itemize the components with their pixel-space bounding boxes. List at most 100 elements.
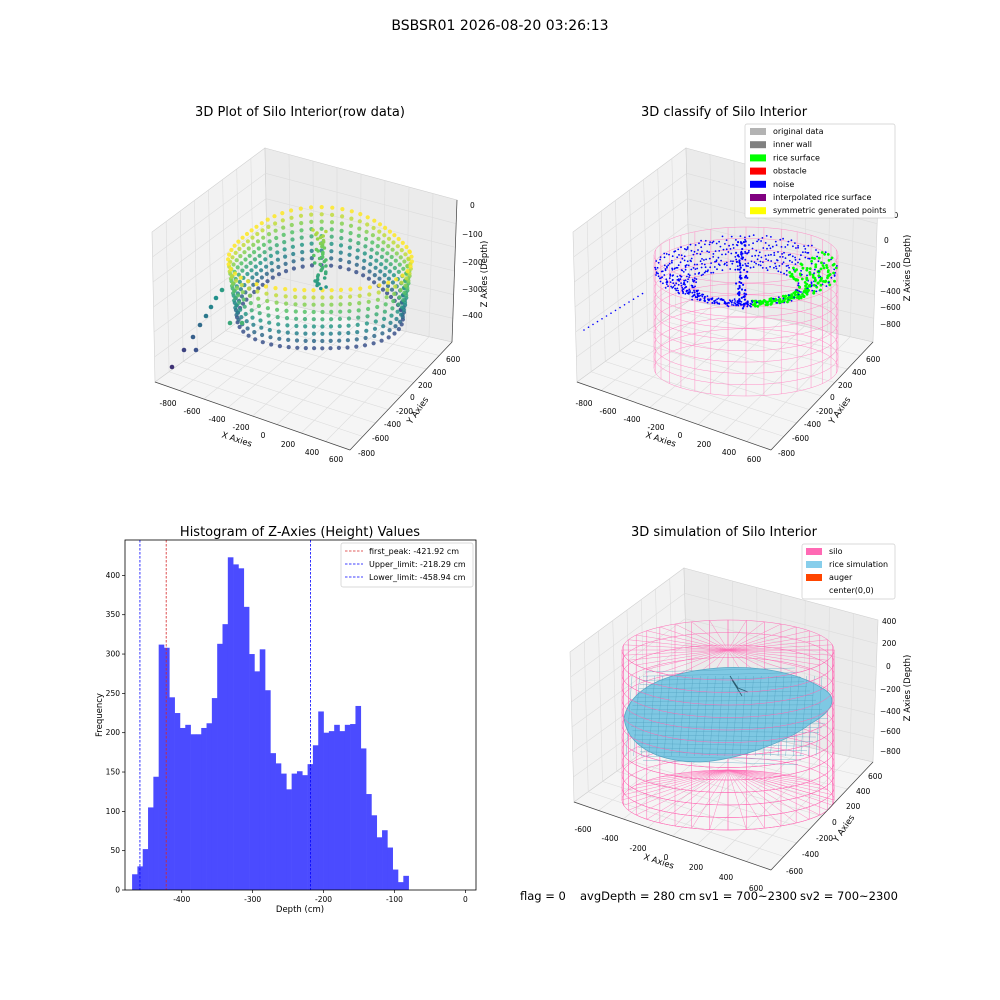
cloud-point (274, 235, 279, 241)
silo-roof-line (727, 649, 828, 661)
rice-surface-point (764, 303, 768, 307)
noise-point (670, 285, 672, 288)
silo-floor-line (727, 769, 765, 829)
noise-point (657, 261, 660, 264)
cloud-point (229, 274, 235, 279)
noise-point (730, 260, 732, 262)
cloud-point (283, 294, 288, 299)
panel2-x-label: X Axies (644, 430, 677, 449)
cloud-point (275, 315, 280, 320)
noise-point (775, 267, 778, 270)
cloud-point (338, 243, 344, 248)
noise-point (718, 240, 720, 243)
noise-point (686, 275, 688, 278)
cloud-point (258, 318, 263, 323)
cloud-point (274, 300, 279, 305)
cloud-point (319, 286, 323, 291)
cloud-point (281, 232, 286, 237)
noise-point (662, 282, 664, 285)
noise-point (713, 266, 716, 268)
panel3-title: Histogram of Z-Axies (Height) Values (180, 525, 420, 540)
noise-point (803, 245, 805, 248)
panel2-z-tick: −400 (880, 287, 901, 296)
noise-point (692, 286, 695, 289)
panel2-x-tick: -800 (575, 399, 592, 408)
rice-surface-point (797, 294, 800, 298)
cloud-point (329, 263, 334, 268)
cloud-point (397, 295, 402, 300)
cloud-point (322, 246, 327, 250)
rice-surface-point (797, 297, 801, 300)
cloud-point (347, 309, 352, 314)
noise-point (583, 329, 585, 331)
cloud-point (362, 251, 367, 256)
noise-point (791, 261, 793, 264)
noise-point (666, 283, 668, 285)
cloud-point (302, 288, 307, 293)
noise-point (614, 309, 617, 312)
cloud-point (232, 288, 237, 293)
cloud-point (293, 302, 298, 307)
histogram-bar (350, 724, 356, 890)
cloud-point (337, 338, 342, 343)
panel2-x-tick: 0 (678, 431, 683, 440)
noise-point (777, 296, 780, 299)
noise-point (687, 273, 690, 276)
noise-point (830, 276, 833, 279)
rice-surface-point (817, 281, 820, 285)
noise-point (808, 257, 811, 260)
cloud-point (257, 253, 262, 258)
noise-point (833, 268, 836, 271)
noise-point (737, 287, 740, 290)
panel1-z-tick: −400 (462, 311, 483, 320)
noise-point (711, 241, 714, 244)
noise-point (657, 275, 660, 278)
noise-point (677, 291, 680, 294)
cloud-point (337, 324, 342, 329)
noise-point (692, 294, 695, 297)
cloud-point (373, 265, 378, 270)
cloud-point (375, 297, 380, 302)
noise-point (695, 278, 698, 280)
noise-point (804, 248, 807, 250)
legend-label: center(0,0) (829, 586, 874, 595)
silo-floor-line (727, 769, 828, 811)
panel2-x-tick: -200 (647, 423, 664, 432)
cloud-point (356, 233, 361, 238)
noise-point (755, 262, 757, 265)
noise-point (693, 289, 695, 292)
noise-point (767, 254, 770, 256)
cloud-point (400, 305, 405, 310)
histogram-y-ticks: 0 50 100 150 200 250 300 350 400 (106, 571, 125, 895)
noise-point (711, 302, 714, 304)
noise-point (720, 298, 722, 300)
panel1-x-tick: -200 (232, 423, 249, 432)
cloud-point (242, 250, 247, 255)
cloud-point (409, 259, 414, 264)
noise-point (665, 278, 668, 281)
noise-point (797, 284, 800, 286)
panel4-z-tick: −400 (880, 707, 901, 716)
noise-point (736, 265, 739, 267)
cloud-point (234, 303, 239, 308)
silo-floor-line (727, 769, 782, 775)
cloud-point (390, 280, 395, 285)
histogram-bar (344, 724, 351, 890)
cloud-point (346, 316, 352, 321)
histogram-bar (371, 815, 378, 890)
noise-point (686, 246, 689, 249)
cloud-point (237, 300, 242, 305)
rice-mesh-line (800, 675, 807, 757)
noise-point (672, 282, 675, 285)
cloud-point (329, 220, 335, 225)
cloud-point (277, 344, 282, 349)
rice-surface-point (826, 253, 830, 256)
cloud-point (356, 241, 361, 246)
cloud-point (273, 286, 278, 291)
noise-point (734, 256, 737, 258)
noise-point (710, 262, 712, 264)
cloud-point (309, 205, 314, 210)
histogram-legend: first_peak: -421.92 cm Upper_limit: -218.… (340, 542, 474, 588)
noise-point (738, 268, 741, 271)
